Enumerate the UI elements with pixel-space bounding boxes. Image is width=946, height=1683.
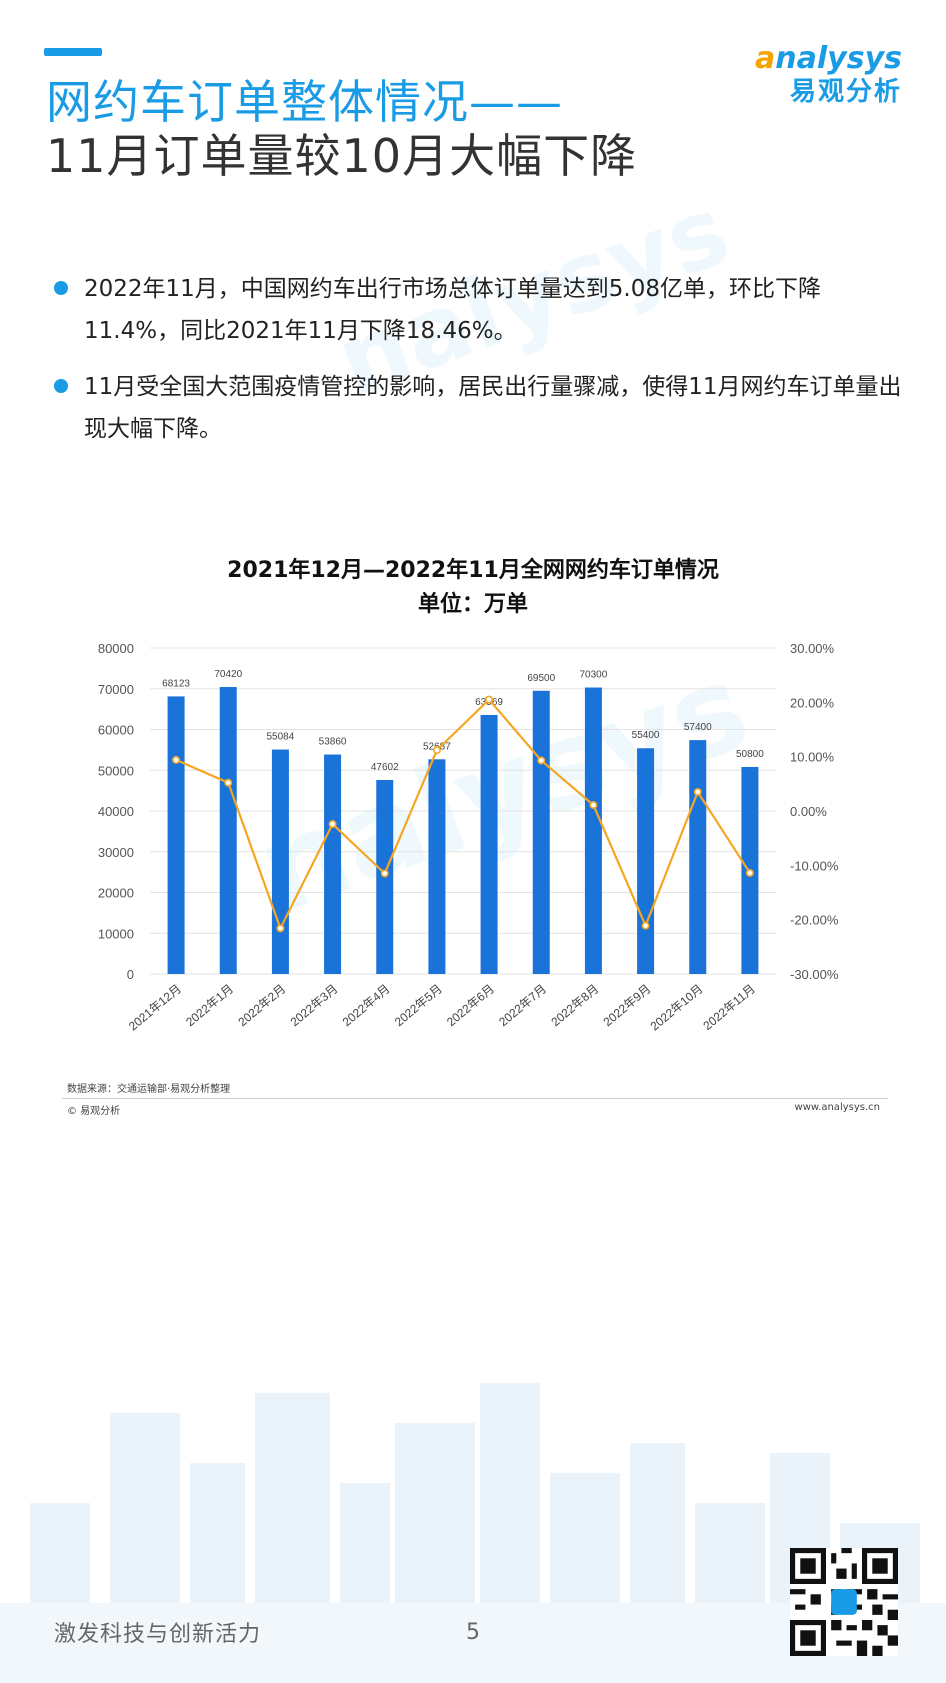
growth-rate-point: [589, 801, 598, 810]
x-tick-label: 2022年9月: [601, 982, 654, 1030]
x-tick-label: 2022年3月: [288, 982, 341, 1030]
orders-chart: 80000 70000 60000 50000 40000 30000 20000 10000…: [98, 641, 839, 1034]
slogan: 激发科技与创新活力: [54, 1622, 262, 1647]
y-right-tick-label: 20.00%: [790, 695, 835, 710]
bar-value-label: 70420: [214, 669, 242, 680]
growth-rate-point: [224, 778, 233, 787]
x-tick-label: 2022年8月: [548, 982, 601, 1030]
bar-value-label: 70300: [580, 670, 608, 681]
growth-rate-point: [537, 756, 546, 765]
data-source: 数据来源：交通运输部·易观分析整理: [67, 1084, 231, 1095]
page-title-line1: 网约车订单整体情况——: [46, 75, 563, 129]
bar: [219, 687, 237, 974]
growth-rate-point: [641, 921, 650, 930]
growth-rate-point: [485, 695, 494, 704]
bar: [271, 749, 289, 974]
bullet-list: 2022年11月，中国网约车出行市场总体订单量达到5.08亿单，环比下降11.4…: [54, 268, 914, 464]
y-left-tick-label: 30000: [98, 845, 134, 860]
growth-rate-point: [693, 787, 702, 796]
x-tick-label: 2022年4月: [340, 982, 393, 1030]
copyright: © 易观分析: [67, 1106, 121, 1117]
analysys-logo: analysys 易观分析: [732, 42, 902, 108]
y-right-tick-label: -30.00%: [790, 967, 839, 982]
bar-value-label: 55084: [267, 732, 295, 743]
x-tick-label: 2022年11月: [700, 982, 757, 1033]
growth-rate-point: [380, 869, 389, 878]
y-left-tick-label: 50000: [98, 763, 134, 778]
footer-divider: [62, 1098, 888, 1099]
qr-code: [790, 1548, 898, 1656]
x-tick-label: 2022年7月: [496, 982, 549, 1030]
bar: [480, 714, 498, 974]
bullet-dot: [54, 281, 68, 295]
logo-chinese: 易观分析: [789, 77, 902, 107]
y-left-tick-label: 0: [127, 967, 134, 982]
y-right-tick-label: -20.00%: [790, 913, 839, 928]
logo-a: a: [755, 41, 776, 76]
chart-subtitle: 单位：万单: [417, 592, 528, 617]
bullet-item: 11月受全国大范围疫情管控的影响，居民出行量骤减，使得11月网约车订单量出现大幅…: [54, 366, 914, 450]
bar-value-label: 50800: [736, 749, 764, 760]
bar-value-label: 53860: [319, 737, 347, 748]
y-right-tick-label: -10.00%: [790, 858, 839, 873]
logo-english: analysys: [732, 42, 902, 76]
x-tick-label: 2022年2月: [235, 982, 288, 1030]
website-link[interactable]: www.analysys.cn: [794, 1102, 880, 1113]
chart-title: 2021年12月—2022年11月全网网约车订单情况: [227, 558, 719, 583]
x-tick-label: 2022年6月: [444, 982, 497, 1030]
y-right-tick-label: 30.00%: [790, 641, 835, 656]
y-left-tick-label: 80000: [98, 641, 134, 656]
bar-value-label: 57400: [684, 722, 712, 733]
x-tick-label: 2022年1月: [183, 982, 236, 1030]
bullet-text: 11月受全国大范围疫情管控的影响，居民出行量骤减，使得11月网约车订单量出现大幅…: [84, 374, 902, 442]
bar: [428, 759, 446, 974]
growth-rate-line: [175, 698, 751, 932]
y-left-tick-label: 60000: [98, 723, 134, 738]
growth-rate-point: [276, 924, 285, 933]
x-tick-label: 2022年5月: [392, 982, 445, 1030]
growth-rate-point: [432, 746, 441, 755]
bar-value-label: 47602: [371, 762, 399, 773]
page-number: 5: [466, 1620, 480, 1645]
y-left-tick-label: 20000: [98, 886, 134, 901]
bullet-item: 2022年11月，中国网约车出行市场总体订单量达到5.08亿单，环比下降11.4…: [54, 268, 914, 352]
logo-nalysys: nalysys: [775, 41, 902, 76]
y-right-tick-label: 10.00%: [790, 750, 835, 765]
bullet-text: 2022年11月，中国网约车出行市场总体订单量达到5.08亿单，环比下降11.4…: [84, 276, 822, 344]
y-left-tick-label: 40000: [98, 804, 134, 819]
y-left-tick-label: 70000: [98, 682, 134, 697]
bar: [532, 690, 550, 974]
bar: [689, 740, 707, 974]
growth-rate-point: [172, 755, 181, 764]
bar: [584, 687, 602, 974]
x-tick-label: 2021年12月: [126, 982, 184, 1034]
growth-rate-point: [745, 868, 754, 877]
growth-rate-point: [328, 820, 337, 829]
x-tick-label: 2022年10月: [648, 982, 706, 1034]
bar-value-label: 68123: [162, 678, 190, 689]
page-title-line2: 11月订单量较10月大幅下降: [46, 129, 638, 183]
y-right-tick-label: 0.00%: [790, 804, 827, 819]
bar-value-label: 69500: [527, 673, 555, 684]
bar: [167, 696, 185, 974]
bar-value-label: 55400: [632, 730, 660, 741]
bar: [324, 754, 342, 974]
y-left-tick-label: 10000: [98, 926, 134, 941]
title-accent-bar: [44, 48, 102, 56]
bullet-dot: [54, 379, 68, 393]
bar: [637, 748, 655, 974]
